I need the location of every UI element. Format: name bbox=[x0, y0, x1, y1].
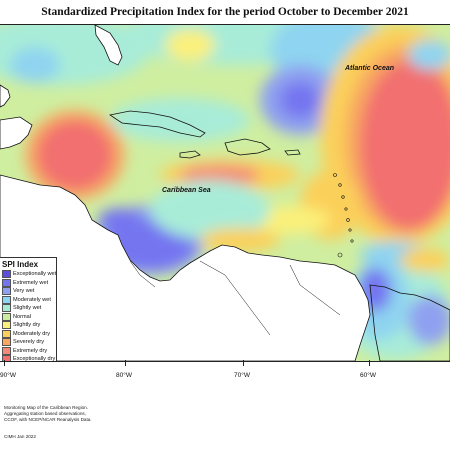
lesser-antilles bbox=[333, 173, 354, 258]
tick-label-90w: 90°W bbox=[0, 372, 16, 379]
spi-map-canvas bbox=[0, 25, 450, 361]
tick-mark-60w bbox=[369, 360, 370, 366]
legend-label: Exceptionally dry bbox=[13, 356, 56, 362]
legend-item: Moderately wet bbox=[2, 295, 54, 305]
legend-swatch bbox=[2, 346, 11, 355]
tick-mark-70w bbox=[243, 360, 244, 366]
legend-label: Exceptionally wet bbox=[13, 271, 57, 278]
legend-label: Very wet bbox=[13, 288, 35, 295]
credit: CIMH Jan 2022 bbox=[4, 434, 36, 439]
caribbean-sea-label: Caribbean Sea bbox=[162, 187, 211, 194]
legend-swatch bbox=[2, 270, 11, 279]
tick-label-80w: 80°W bbox=[116, 372, 132, 379]
footnote: Monitoring Map of the Caribbean Region. … bbox=[4, 405, 92, 422]
legend-swatch bbox=[2, 278, 11, 287]
legend-swatch bbox=[2, 312, 11, 321]
tick-label-70w: 70°W bbox=[234, 372, 250, 379]
legend-items: Exceptionally wet Extremely wet Very wet Mo… bbox=[2, 270, 57, 362]
legend-swatch bbox=[2, 287, 11, 296]
spi-map: Atlantic Ocean Caribbean Sea SPI Index E… bbox=[0, 24, 450, 362]
legend-label: Moderately wet bbox=[13, 296, 51, 303]
spi-field bbox=[0, 25, 450, 360]
footnote-line-3: CCOF, with NCEP/NCAR Reanalysis Data. bbox=[4, 416, 92, 422]
spi-legend: SPI Index Exceptionally wet Extremely wet… bbox=[0, 257, 57, 362]
legend-label: Severely dry bbox=[13, 339, 45, 346]
legend-swatch bbox=[2, 355, 11, 361]
legend-item: Slightly dry bbox=[2, 321, 54, 330]
tick-mark-90w bbox=[4, 360, 5, 366]
legend-label: Slightly wet bbox=[13, 305, 42, 312]
land-masses bbox=[0, 25, 450, 361]
legend-swatch bbox=[2, 329, 11, 338]
legend-item: Severely dry bbox=[2, 338, 54, 347]
legend-label: Moderately dry bbox=[13, 330, 50, 337]
legend-swatch bbox=[2, 338, 11, 347]
tick-label-60w: 60°W bbox=[360, 372, 376, 379]
legend-item: Exceptionally wet bbox=[2, 270, 57, 279]
legend-label: Slightly dry bbox=[13, 322, 41, 329]
legend-swatch bbox=[2, 295, 11, 304]
legend-swatch bbox=[2, 321, 11, 330]
legend-title: SPI Index bbox=[2, 260, 39, 269]
footnote-line-1: Monitoring Map of the Caribbean Region. bbox=[4, 405, 89, 410]
footnote-line-2: Aggregating station based observations, bbox=[4, 410, 86, 416]
legend-label: Extremely dry bbox=[13, 347, 48, 354]
legend-item: Very wet bbox=[2, 287, 54, 296]
map-title: Standardized Precipitation Index for the… bbox=[41, 6, 409, 18]
legend-item: Moderately dry bbox=[2, 329, 54, 339]
legend-item: Extremely dry bbox=[2, 346, 54, 356]
legend-item: Extremely wet bbox=[2, 278, 54, 288]
legend-label: Extremely wet bbox=[13, 279, 49, 286]
tick-mark-80w bbox=[125, 360, 126, 366]
legend-item: Exceptionally dry bbox=[2, 355, 56, 362]
legend-item: Slightly wet bbox=[2, 304, 54, 313]
legend-swatch bbox=[2, 304, 11, 313]
legend-item: Normal bbox=[2, 312, 54, 322]
atlantic-ocean-label: Atlantic Ocean bbox=[345, 65, 395, 72]
legend-label: Normal bbox=[13, 313, 32, 320]
